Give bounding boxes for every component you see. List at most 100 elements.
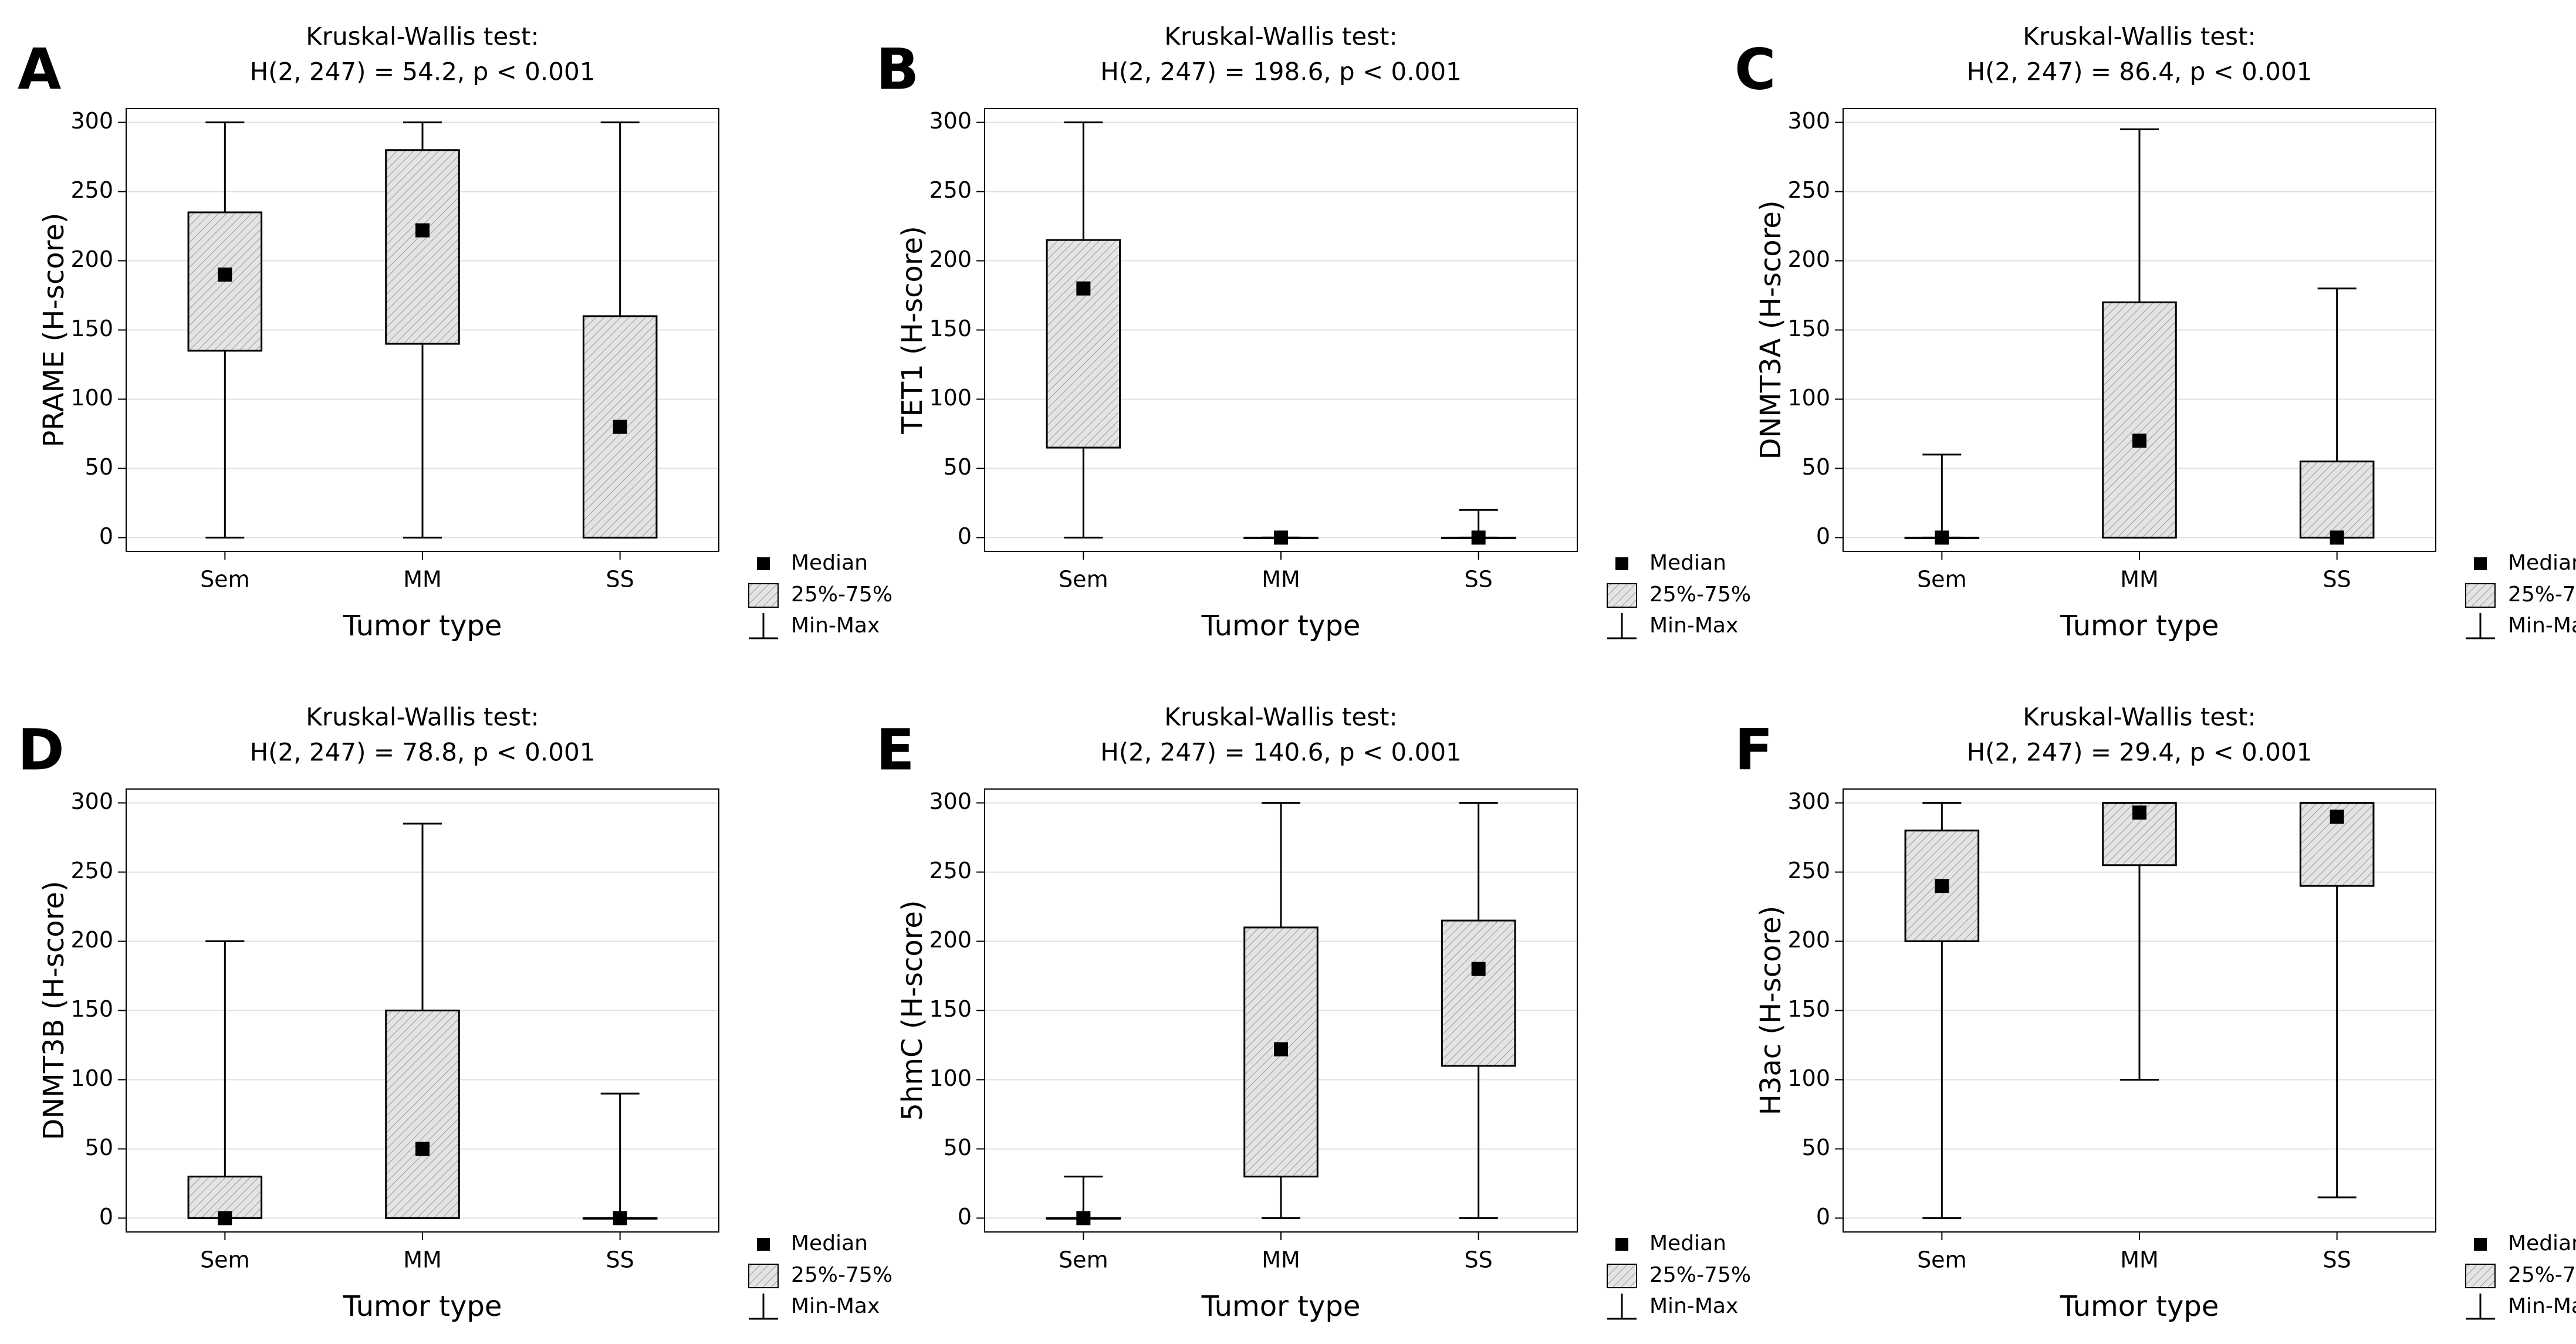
median	[1076, 281, 1091, 296]
y-tick-label: 300	[929, 788, 972, 814]
chart-subtitle: H(2, 247) = 86.4, p < 0.001	[1967, 57, 2313, 86]
y-tick-label: 250	[1787, 177, 1830, 203]
y-axis-label: PRAME (H-score)	[38, 212, 70, 447]
median	[2132, 434, 2146, 448]
panel-letter: C	[1735, 36, 1776, 102]
legend-label: Median	[791, 1231, 868, 1255]
y-tick-label: 300	[929, 108, 972, 134]
panel: D Kruskal-Wallis test: H(2, 247) = 78.8, p…	[18, 703, 893, 1323]
y-tick-label: 200	[70, 927, 113, 953]
chart-subtitle: H(2, 247) = 78.8, p < 0.001	[250, 738, 596, 767]
x-tick-label: Sem	[1059, 567, 1108, 593]
chart-subtitle: H(2, 247) = 54.2, p < 0.001	[250, 57, 596, 86]
x-tick-label: SS	[1465, 567, 1493, 593]
legend-label: Min-Max	[791, 1294, 880, 1318]
x-axis-label: Tumor type	[1201, 610, 1361, 642]
legend-label: 25%-75%	[2508, 1263, 2576, 1287]
median	[1935, 530, 1949, 545]
y-tick-label: 300	[70, 788, 113, 814]
chart-title: Kruskal-Wallis test:	[306, 703, 539, 732]
y-tick-label: 200	[929, 246, 972, 272]
x-tick-label: Sem	[200, 1247, 250, 1273]
y-axis-label: 5hmC (H-score)	[896, 900, 929, 1120]
box	[2299, 461, 2375, 539]
panel: C Kruskal-Wallis test: H(2, 247) = 86.4, p…	[1735, 22, 2576, 643]
y-tick-label: 50	[85, 454, 113, 480]
y-axis-label: TET1 (H-score)	[896, 226, 929, 435]
x-axis-label: Tumor type	[2060, 1290, 2219, 1323]
panel-letter: D	[18, 717, 65, 783]
panel: F Kruskal-Wallis test: H(2, 247) = 29.4, p…	[1735, 703, 2576, 1323]
y-tick-label: 150	[929, 996, 972, 1022]
y-tick-label: 250	[1787, 858, 1830, 883]
y-tick-label: 0	[99, 1204, 113, 1230]
x-tick-label: SS	[1465, 1247, 1493, 1273]
panel-letter: A	[18, 36, 61, 102]
y-tick-label: 100	[1787, 1065, 1830, 1091]
median	[2330, 810, 2344, 824]
y-tick-label: 100	[70, 385, 113, 411]
x-tick-label: Sem	[1059, 1247, 1108, 1273]
chart-subtitle: H(2, 247) = 29.4, p < 0.001	[1967, 738, 2313, 767]
y-axis-label: DNMT3A (H-score)	[1754, 200, 1787, 459]
y-tick-label: 300	[1787, 788, 1830, 814]
median	[1471, 962, 1486, 976]
x-axis-label: Tumor type	[1201, 1290, 1361, 1323]
x-tick-label: SS	[2323, 1247, 2351, 1273]
legend-label: Median	[2508, 551, 2576, 575]
x-tick-label: Sem	[200, 567, 250, 593]
box	[2102, 301, 2177, 539]
legend-median-swatch	[1615, 557, 1628, 570]
chart-title: Kruskal-Wallis test:	[1164, 22, 1397, 51]
legend-label: Median	[2508, 1231, 2576, 1255]
x-axis-label: Tumor type	[343, 610, 502, 642]
chart-title: Kruskal-Wallis test:	[306, 22, 539, 51]
y-tick-label: 0	[958, 523, 972, 549]
y-tick-label: 50	[944, 454, 972, 480]
y-tick-label: 150	[70, 316, 113, 341]
median	[218, 1211, 232, 1225]
x-tick-label: MM	[2120, 1247, 2159, 1273]
chart-subtitle: H(2, 247) = 198.6, p < 0.001	[1100, 57, 1462, 86]
y-tick-label: 300	[1787, 108, 1830, 134]
legend-median-swatch	[2474, 557, 2487, 570]
y-tick-label: 100	[70, 1065, 113, 1091]
panel-letter: E	[876, 717, 915, 783]
x-axis-label: Tumor type	[343, 1290, 502, 1323]
median	[2132, 805, 2146, 820]
legend-box-swatch	[1607, 583, 1637, 608]
box	[1046, 239, 1121, 449]
median	[1471, 530, 1486, 545]
box	[1441, 919, 1516, 1067]
panel: A Kruskal-Wallis test: H(2, 247) = 54.2, p…	[18, 22, 893, 643]
median	[2330, 530, 2344, 545]
median	[613, 1211, 627, 1225]
chart-title: Kruskal-Wallis test:	[2023, 22, 2256, 51]
legend-label: 25%-75%	[1649, 583, 1751, 607]
legend-median-swatch	[1615, 1238, 1628, 1251]
legend-box-swatch	[1607, 1264, 1637, 1288]
x-tick-label: MM	[1262, 1247, 1300, 1273]
y-tick-label: 50	[85, 1135, 113, 1160]
box	[385, 1010, 460, 1219]
y-tick-label: 200	[929, 927, 972, 953]
legend-label: Min-Max	[2508, 1294, 2576, 1318]
y-tick-label: 100	[929, 385, 972, 411]
y-tick-label: 300	[70, 108, 113, 134]
legend-box-swatch	[748, 583, 779, 608]
y-tick-label: 150	[929, 316, 972, 341]
legend-label: Median	[791, 551, 868, 575]
y-axis-label: H3ac (H-score)	[1754, 906, 1787, 1116]
panel-letter: B	[876, 36, 919, 102]
x-tick-label: MM	[403, 567, 442, 593]
panel-letter: F	[1735, 717, 1773, 783]
x-tick-label: SS	[2323, 567, 2351, 593]
x-tick-label: Sem	[1917, 1247, 1967, 1273]
x-tick-label: Sem	[1917, 567, 1967, 593]
legend-median-swatch	[757, 1238, 770, 1251]
legend-label: Min-Max	[1649, 1294, 1738, 1318]
legend-label: 25%-75%	[1649, 1263, 1751, 1287]
x-tick-label: MM	[1262, 567, 1300, 593]
median	[415, 223, 430, 238]
median	[1935, 879, 1949, 893]
